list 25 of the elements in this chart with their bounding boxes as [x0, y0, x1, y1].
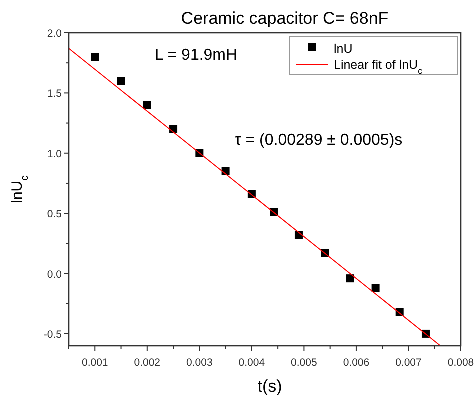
point	[91, 53, 100, 62]
x-tick-label: 0.005	[291, 357, 318, 369]
y-tick-label: 2.0	[47, 28, 62, 40]
x-tick-label: 0.007	[396, 357, 422, 369]
y-tick-label: 0.0	[47, 268, 62, 281]
x-axis-title: t(s)	[258, 377, 282, 396]
y-tick-label: -0.5	[44, 328, 62, 341]
legend-label: Linear fit of lnU$_{c}$	[334, 58, 424, 76]
x-tick-label: 0.002	[134, 357, 161, 369]
x-tick-label: 0.001	[82, 357, 108, 369]
point	[117, 77, 126, 86]
legend-label: lnU	[334, 42, 353, 56]
point	[346, 274, 354, 283]
x-tick-label: 0.004	[238, 357, 266, 369]
y-tick-label: 1.5	[47, 88, 62, 100]
annotation: L = 91.9mH	[155, 47, 238, 64]
point	[143, 101, 152, 110]
y-tick-label: 0.5	[47, 208, 62, 221]
annotation: τ = (0.00289 ± 0.0005)s	[235, 132, 403, 149]
x-tick-label: 0.006	[343, 357, 370, 369]
chart-title: Ceramic capacitor C= 68nF	[181, 9, 389, 28]
x-tick-label: 0.003	[186, 357, 213, 369]
x-tick-label: 0.008	[448, 357, 474, 369]
point	[372, 284, 380, 292]
y-tick-label: 1.0	[47, 148, 62, 160]
